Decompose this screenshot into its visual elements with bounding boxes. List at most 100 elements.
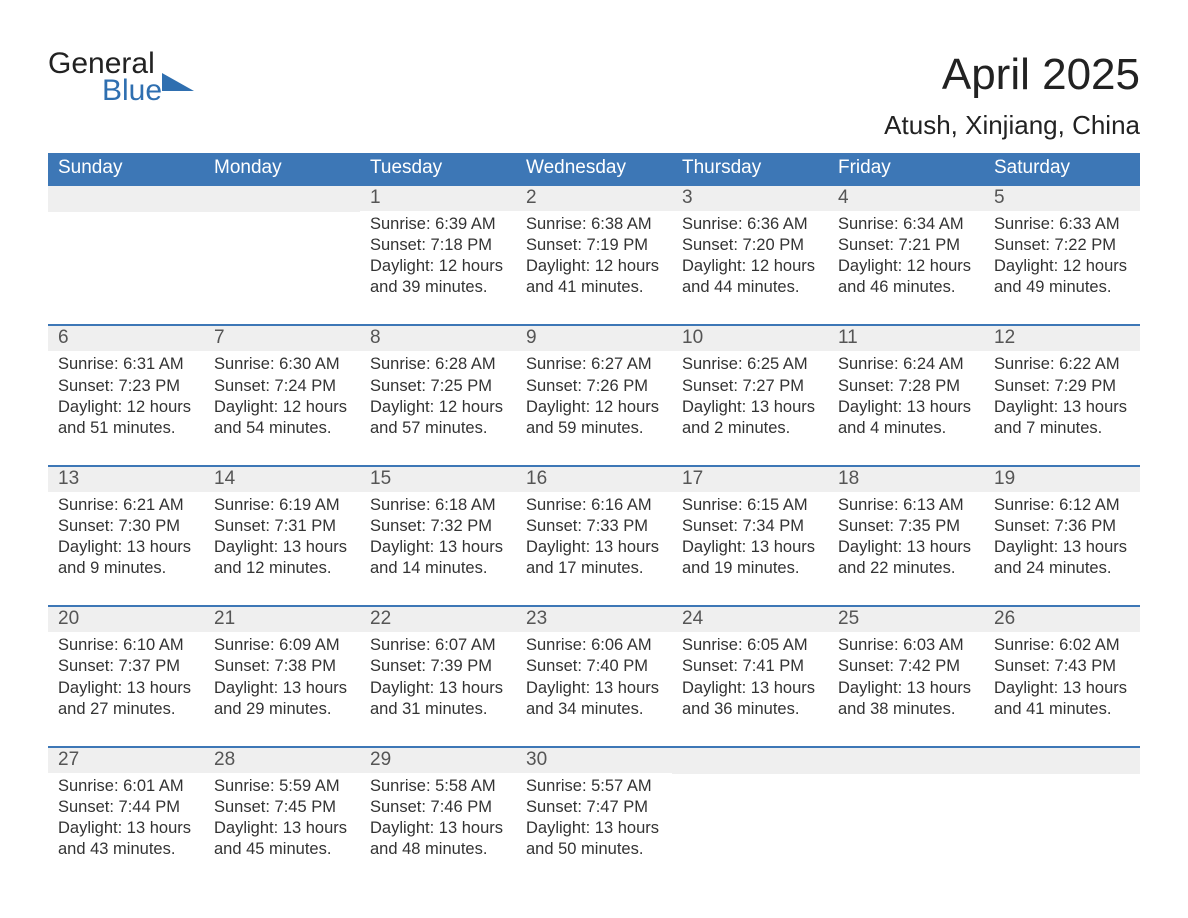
day-cell: 28Sunrise: 5:59 AMSunset: 7:45 PMDayligh… [204,748,360,864]
day-body: Sunrise: 6:12 AMSunset: 7:36 PMDaylight:… [984,492,1140,579]
day-cell: 8Sunrise: 6:28 AMSunset: 7:25 PMDaylight… [360,326,516,442]
day-cell [48,186,204,302]
day-line: Sunset: 7:29 PM [994,376,1130,397]
day-line: and 4 minutes. [838,418,974,439]
day-body: Sunrise: 6:18 AMSunset: 7:32 PMDaylight:… [360,492,516,579]
day-line: Daylight: 13 hours [838,678,974,699]
day-line: Sunrise: 6:27 AM [526,354,662,375]
day-cell [984,748,1140,864]
weeks-container: 1Sunrise: 6:39 AMSunset: 7:18 PMDaylight… [48,184,1140,864]
day-line: Sunrise: 6:18 AM [370,495,506,516]
week-row: 6 Sunrise: 6:31 AMSunset: 7:23 PM Daylight… [48,324,1140,442]
day-line: Sunset: 7:36 PM [994,516,1130,537]
day-line: and 29 minutes. [214,699,350,720]
day-line: Sunset: 7:19 PM [526,235,662,256]
day-body: Sunrise: 6:01 AMSunset: 7:44 PMDaylight:… [48,773,204,860]
day-number [672,748,828,774]
day-line: and 54 minutes. [214,418,350,439]
day-line: Sunrise: 6:31 AM [58,354,194,375]
day-line: Sunset: 7:34 PM [682,516,818,537]
day-line: Daylight: 12 hours [370,256,506,277]
day-body [984,774,1140,777]
day-line: and 43 minutes. [58,839,194,860]
week-row: 1Sunrise: 6:39 AMSunset: 7:18 PMDaylight… [48,184,1140,302]
day-line: Daylight: 13 hours [994,397,1130,418]
day-line: Daylight: 13 hours [994,678,1130,699]
day-cell: 29Sunrise: 5:58 AMSunset: 7:46 PMDayligh… [360,748,516,864]
day-line: and 41 minutes. [526,277,662,298]
day-line: Sunset: 7:32 PM [370,516,506,537]
day-line: Daylight: 13 hours [214,537,350,558]
dow-cell: Monday [204,153,360,184]
day-body: Sunrise: 6:19 AMSunset: 7:31 PMDaylight:… [204,492,360,579]
day-line: Daylight: 12 hours [526,256,662,277]
day-number: 6 [48,326,204,351]
day-body: Sunrise: 6:25 AMSunset: 7:27 PMDaylight:… [672,351,828,438]
day-line: Sunset: 7:44 PM [58,797,194,818]
day-body: Sunrise: 6:22 AMSunset: 7:29 PMDaylight:… [984,351,1140,438]
day-line: and 27 minutes. [58,699,194,720]
day-cell: 2Sunrise: 6:38 AMSunset: 7:19 PMDaylight… [516,186,672,302]
day-line: Daylight: 13 hours [838,537,974,558]
day-cell [672,748,828,864]
day-line: and 45 minutes. [214,839,350,860]
logo: General Blue [48,50,194,104]
day-line: Sunrise: 6:36 AM [682,214,818,235]
day-body: Sunrise: 6:33 AMSunset: 7:22 PMDaylight:… [984,211,1140,298]
dow-cell: Thursday [672,153,828,184]
day-cell: 19Sunrise: 6:12 AMSunset: 7:36 PMDayligh… [984,467,1140,583]
logo-text: General Blue [48,50,162,104]
day-number: 1 [360,186,516,211]
day-line: Daylight: 13 hours [370,678,506,699]
day-line: Sunrise: 6:21 AM [58,495,194,516]
day-line: and 41 minutes. [994,699,1130,720]
day-line: Daylight: 13 hours [682,397,818,418]
day-body [672,774,828,777]
day-line: Sunrise: 6:02 AM [994,635,1130,656]
day-line: Sunrise: 6:33 AM [994,214,1130,235]
day-line: Daylight: 12 hours [682,256,818,277]
day-line: Sunrise: 6:10 AM [58,635,194,656]
day-line: Sunset: 7:38 PM [214,656,350,677]
day-line: and 2 minutes. [682,418,818,439]
day-line: Sunrise: 6:16 AM [526,495,662,516]
day-line: and 9 minutes. [58,558,194,579]
day-line: and 50 minutes. [526,839,662,860]
day-cell: 14Sunrise: 6:19 AMSunset: 7:31 PMDayligh… [204,467,360,583]
day-cell: 9Sunrise: 6:27 AMSunset: 7:26 PMDaylight… [516,326,672,442]
day-line: Daylight: 13 hours [682,537,818,558]
day-body: Sunrise: 5:57 AMSunset: 7:47 PMDaylight:… [516,773,672,860]
day-line: Sunset: 7:28 PM [838,376,974,397]
day-line: Sunset: 7:23 PM [58,376,194,397]
day-number: 2 [516,186,672,211]
day-cell: 13Sunrise: 6:21 AMSunset: 7:30 PMDayligh… [48,467,204,583]
day-number: 15 [360,467,516,492]
day-line: Sunset: 7:40 PM [526,656,662,677]
day-body: Sunrise: 6:02 AMSunset: 7:43 PMDaylight:… [984,632,1140,719]
week-row: 13Sunrise: 6:21 AMSunset: 7:30 PMDayligh… [48,465,1140,583]
dow-cell: Saturday [984,153,1140,184]
day-number [48,186,204,212]
day-cell: 11Sunrise: 6:24 AMSunset: 7:28 PMDayligh… [828,326,984,442]
day-line: Sunset: 7:24 PM [214,376,350,397]
day-line: Sunset: 7:46 PM [370,797,506,818]
day-line: Sunrise: 6:05 AM [682,635,818,656]
dow-cell: Wednesday [516,153,672,184]
day-line: Sunrise: 6:28 AM [370,354,506,375]
month-title: April 2025 [884,50,1140,100]
day-number: 22 [360,607,516,632]
day-number: 23 [516,607,672,632]
day-line: Sunset: 7:41 PM [682,656,818,677]
day-body: Sunrise: 6:27 AMSunset: 7:26 PMDaylight:… [516,351,672,438]
header: General Blue April 2025 Atush, Xinjiang,… [48,50,1140,141]
day-body: Sunrise: 6:36 AMSunset: 7:20 PMDaylight:… [672,211,828,298]
day-line: Sunrise: 6:09 AM [214,635,350,656]
day-cell: 3Sunrise: 6:36 AMSunset: 7:20 PMDaylight… [672,186,828,302]
day-cell: 22Sunrise: 6:07 AMSunset: 7:39 PMDayligh… [360,607,516,723]
day-line: Daylight: 12 hours [526,397,662,418]
day-line: Daylight: 13 hours [370,818,506,839]
day-line: and 36 minutes. [682,699,818,720]
day-line: Sunset: 7:30 PM [58,516,194,537]
day-number [984,748,1140,774]
day-cell [828,748,984,864]
